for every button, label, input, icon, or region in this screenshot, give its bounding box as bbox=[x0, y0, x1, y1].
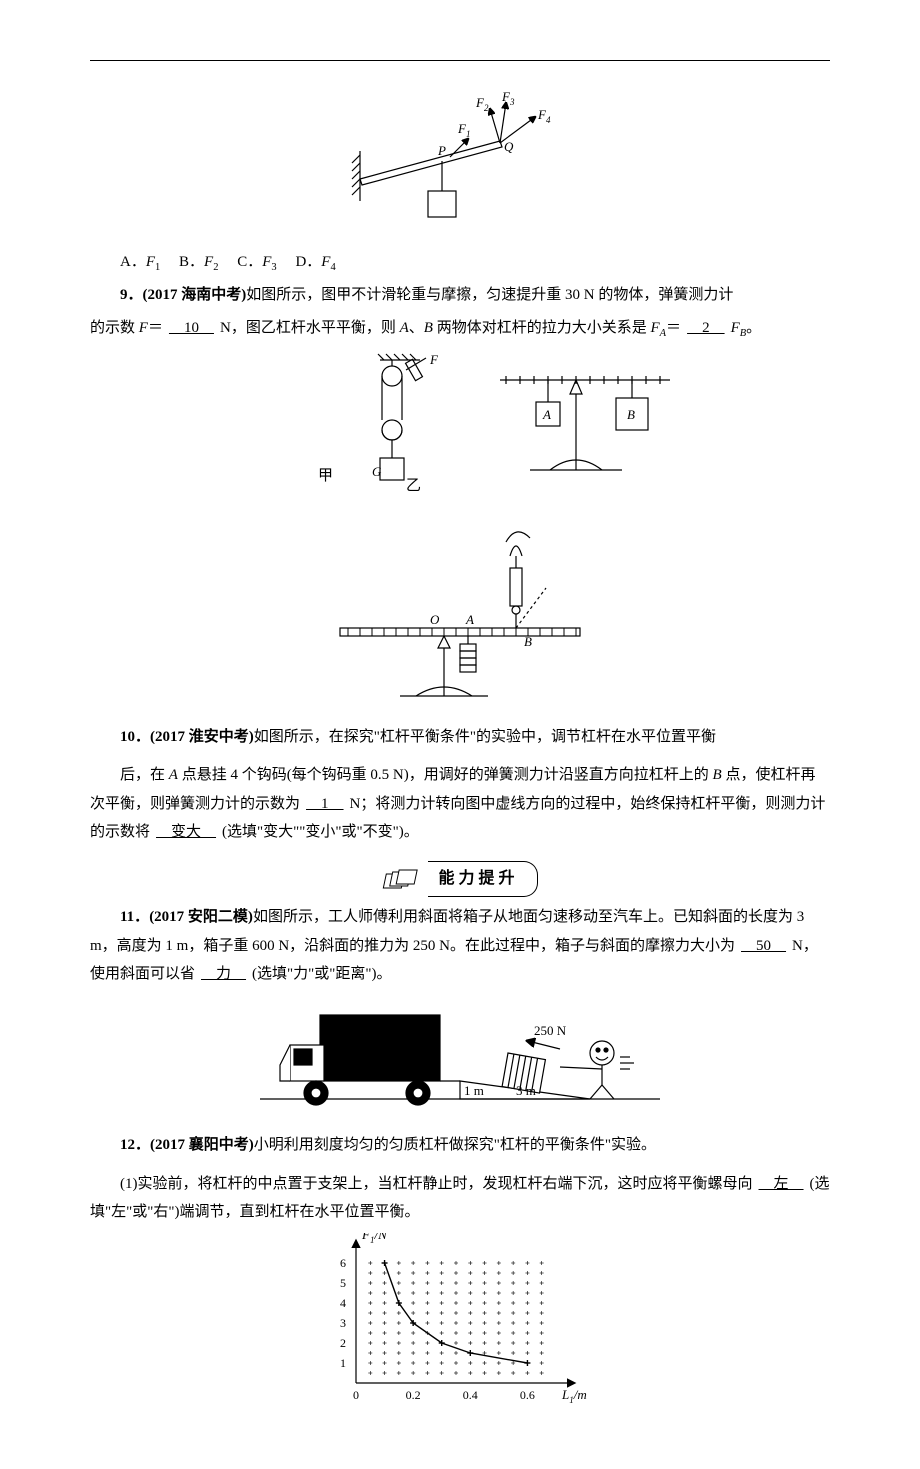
fig-q11-truck-ramp: 250 N 3 m 1 m bbox=[90, 995, 830, 1126]
label-G: G bbox=[372, 464, 382, 479]
label-A: A bbox=[542, 407, 551, 422]
banner-pages-icon bbox=[382, 866, 428, 892]
q9-text: 9．(2017 海南中考)如图所示，图甲不计滑轮重与摩擦，匀速提升重 30 N … bbox=[90, 281, 830, 310]
truck-ramp-diagram: 250 N 3 m 1 m bbox=[250, 995, 670, 1115]
svg-text:0: 0 bbox=[353, 1388, 359, 1402]
q12-text: 12．(2017 襄阳中考)小明利用刻度均匀的匀质杠杆做探究"杠杆的平衡条件"实… bbox=[90, 1131, 830, 1160]
page-rule bbox=[90, 60, 830, 61]
q11-num: 11． bbox=[120, 909, 149, 925]
label-F2: F2 bbox=[475, 95, 489, 113]
q10-ans2: 变大 bbox=[150, 824, 222, 840]
svg-text:L1/m: L1/m bbox=[561, 1387, 587, 1405]
label-F4: F4 bbox=[537, 107, 551, 125]
label-B: B bbox=[524, 634, 532, 649]
label-A: A bbox=[465, 612, 474, 627]
fig-q10-lever-spring: O A B bbox=[90, 516, 830, 717]
svg-text:5: 5 bbox=[340, 1276, 346, 1290]
fig-q8-lever-forces: P Q F1 F2 F3 F4 bbox=[90, 91, 830, 242]
choice-C: C．F3 bbox=[237, 254, 276, 270]
q11-src: (2017 安阳二模) bbox=[149, 909, 253, 925]
q12-num: 12． bbox=[120, 1137, 150, 1153]
section-banner-wrap: 能力提升 bbox=[90, 861, 830, 897]
choice-D: D．F4 bbox=[295, 254, 335, 270]
choice-B: B．F2 bbox=[179, 254, 218, 270]
label-F: F bbox=[429, 352, 439, 367]
svg-text:F1/N: F1/N bbox=[361, 1233, 388, 1245]
label-O: O bbox=[430, 612, 440, 627]
label-Q: Q bbox=[504, 139, 514, 154]
fig-q12-chart: 0 0.2 0.4 0.6 1 2 3 4 5 6 F1/N L1/m bbox=[90, 1233, 830, 1424]
q9-src: (2017 海南中考) bbox=[143, 287, 247, 303]
svg-text:0.4: 0.4 bbox=[463, 1388, 478, 1402]
label-len: 3 m bbox=[516, 1083, 536, 1098]
q11-ans1: 50 bbox=[735, 938, 792, 954]
q10-ans1: 1 bbox=[300, 796, 350, 812]
lever-force-diagram: P Q F1 F2 F3 F4 bbox=[350, 91, 570, 231]
svg-text:0.2: 0.2 bbox=[406, 1388, 421, 1402]
q9-ans1: 10 bbox=[163, 320, 220, 336]
q9-ans2: 2 bbox=[681, 320, 731, 336]
svg-text:4: 4 bbox=[340, 1296, 346, 1310]
q9-text-2: 的示数 F＝ 10 N，图乙杠杆水平平衡，则 A、B 两物体对杠杆的拉力大小关系… bbox=[90, 314, 830, 344]
pulley-and-balance-diagram: G F A B 甲 乙 bbox=[230, 350, 690, 500]
fig-q9-pulley-lever: G F A B 甲 乙 bbox=[90, 350, 830, 511]
svg-text:2: 2 bbox=[340, 1336, 346, 1350]
label-P: P bbox=[437, 143, 446, 158]
label-h: 1 m bbox=[464, 1083, 484, 1098]
q10-text: 10．(2017 淮安中考)如图所示，在探究"杠杆平衡条件"的实验中，调节杠杆在… bbox=[90, 723, 830, 752]
q9-num: 9． bbox=[120, 287, 143, 303]
choice-A: A．F1 bbox=[120, 254, 160, 270]
label-B: B bbox=[627, 407, 635, 422]
section-banner: 能力提升 bbox=[428, 861, 537, 897]
q11-ans2: 力 bbox=[195, 966, 252, 982]
svg-text:0.6: 0.6 bbox=[520, 1388, 535, 1402]
q10-text-2: 后，在 A 点悬挂 4 个钩码(每个钩码重 0.5 N)，用调好的弹簧测力计沿竖… bbox=[90, 761, 830, 847]
q12-1-ans: 左 bbox=[753, 1176, 810, 1192]
svg-text:3: 3 bbox=[340, 1316, 346, 1330]
label-force: 250 N bbox=[534, 1023, 567, 1038]
label-F3: F3 bbox=[501, 91, 515, 107]
label-yi: 乙 bbox=[406, 478, 421, 494]
q12-src: (2017 襄阳中考) bbox=[150, 1137, 254, 1153]
lever-spring-diagram: O A B bbox=[320, 516, 600, 706]
svg-text:6: 6 bbox=[340, 1256, 346, 1270]
svg-text:1: 1 bbox=[340, 1356, 346, 1370]
q10-num: 10． bbox=[120, 729, 150, 745]
label-F1: F1 bbox=[457, 121, 470, 139]
q8-choices: A．F1 B．F2 C．F3 D．F4 bbox=[90, 248, 830, 278]
f1-l1-chart: 0 0.2 0.4 0.6 1 2 3 4 5 6 F1/N L1/m bbox=[310, 1233, 610, 1413]
q12-1-text: (1)实验前，将杠杆的中点置于支架上，当杠杆静止时，发现杠杆右端下沉，这时应将平… bbox=[90, 1170, 830, 1227]
label-jia: 甲 bbox=[318, 468, 333, 484]
q10-src: (2017 淮安中考) bbox=[150, 729, 254, 745]
q11-text: 11．(2017 安阳二模)如图所示，工人师傅利用斜面将箱子从地面匀速移动至汽车… bbox=[90, 903, 830, 989]
